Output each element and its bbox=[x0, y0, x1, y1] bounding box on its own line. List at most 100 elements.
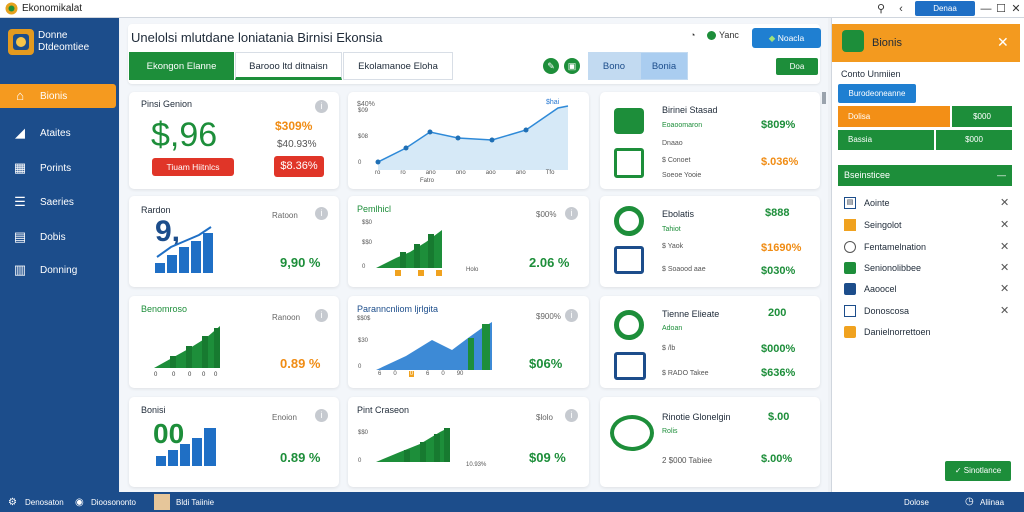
sidebar-item-ataites[interactable]: ◢ Ataites bbox=[0, 121, 116, 145]
info-icon[interactable]: i bbox=[315, 309, 328, 322]
browser-icon[interactable]: ◉ bbox=[75, 497, 84, 508]
y-label: $40% bbox=[357, 101, 375, 108]
noacla-button[interactable]: ◆ Noacla bbox=[752, 28, 821, 48]
sidebar-item-donning[interactable]: ▥ Donning bbox=[13, 262, 78, 277]
card-tag: $900% bbox=[536, 312, 561, 321]
action-button[interactable]: Tiuam Hiitnlcs bbox=[152, 158, 234, 176]
avatar[interactable] bbox=[154, 494, 170, 510]
doa-button[interactable]: Doa bbox=[776, 58, 818, 75]
card-pemlhicl bbox=[348, 196, 589, 287]
ledger-icon bbox=[614, 148, 644, 178]
list-item-aaoocel[interactable]: Aaoocel bbox=[844, 283, 897, 295]
info-icon[interactable]: i bbox=[565, 207, 578, 220]
tray-item[interactable]: Aliinaa bbox=[980, 498, 1005, 507]
link-icon bbox=[844, 241, 856, 253]
card-title: Ebolatis bbox=[662, 209, 695, 219]
svg-text:0: 0 bbox=[362, 264, 366, 270]
close-button[interactable]: ✕ bbox=[1011, 3, 1021, 15]
close-icon[interactable]: ✕ bbox=[1000, 241, 1010, 253]
scrollbar[interactable] bbox=[822, 92, 826, 104]
list-item-danielnorrettoen[interactable]: Danielnorrettoen bbox=[844, 326, 931, 338]
list-item-aointe[interactable]: ▤ Aointe bbox=[844, 197, 890, 209]
tab-bonia[interactable]: Bonia bbox=[640, 52, 688, 80]
kpi-percent: $09 % bbox=[529, 450, 566, 465]
card-title: Tienne Elieate bbox=[662, 309, 720, 319]
green-card-icon bbox=[844, 262, 856, 274]
svg-text:$08: $08 bbox=[358, 134, 369, 140]
kpi-value: 00 bbox=[153, 418, 185, 449]
svg-text:0: 0 bbox=[358, 160, 362, 166]
tab-ekongon[interactable]: Ekongon Elanne bbox=[129, 52, 234, 80]
brand-name: Donne Dtdeomtiee bbox=[38, 30, 90, 53]
start-icon[interactable]: ⚙ bbox=[8, 497, 17, 508]
x-ticks: 6 0 0 6 0 90 bbox=[378, 371, 464, 377]
list-item-fentamelnation[interactable]: Fentamelnation bbox=[844, 241, 926, 253]
card-title: Paranncnliom ljrlgita bbox=[357, 304, 439, 314]
line-chart: $09 $08 0 bbox=[358, 105, 569, 170]
sidebar-item-porints[interactable]: ▦ Porints bbox=[13, 160, 72, 175]
sub-label: Conto Unmiien bbox=[841, 69, 901, 79]
list-item-donoscosa[interactable]: Donoscosa bbox=[844, 305, 909, 317]
edit-icon[interactable]: ✎ bbox=[543, 58, 559, 74]
green-bar-chart: $$0 0 bbox=[358, 428, 450, 464]
card-title: Pemlhicl bbox=[357, 204, 392, 214]
close-icon[interactable]: ✕ bbox=[1000, 197, 1010, 209]
home-icon: ⌂ bbox=[16, 88, 24, 103]
kpi-value: 9, bbox=[155, 215, 181, 248]
info-icon[interactable]: i bbox=[565, 409, 578, 422]
tab-bono[interactable]: Bono bbox=[588, 52, 640, 80]
close-icon[interactable]: ✕ bbox=[997, 34, 1009, 50]
sidebar-item-saeries[interactable]: ☰ Saeries bbox=[0, 190, 116, 214]
info-icon[interactable]: i bbox=[315, 100, 328, 113]
progress-ring-icon bbox=[610, 415, 654, 451]
footer-button[interactable]: ✓ Sinotlance bbox=[945, 461, 1011, 481]
tab-barooo[interactable]: Barooo ltd ditnaisn bbox=[235, 52, 342, 80]
info-icon[interactable]: i bbox=[315, 207, 328, 220]
account-pill[interactable]: Denaa bbox=[915, 1, 975, 16]
maximize-button[interactable]: ☐ bbox=[996, 3, 1006, 15]
tray-item[interactable]: Dolose bbox=[904, 498, 929, 507]
close-icon[interactable]: ✕ bbox=[1000, 219, 1010, 231]
sub-button[interactable]: Burodeoneanne bbox=[838, 84, 916, 103]
cart-icon bbox=[614, 246, 644, 274]
help-icon[interactable]: ◔ bbox=[690, 30, 696, 40]
page-title: Unelolsi mlutdane loniatania Birnisi Eko… bbox=[131, 30, 383, 45]
green-bar-chart: 0 0 0 0 0 bbox=[154, 326, 220, 378]
list-item-seingolot[interactable]: Seingolot bbox=[844, 219, 902, 231]
sidebar-item-dobis[interactable]: ▤ Dobis bbox=[13, 229, 66, 244]
info-icon[interactable]: i bbox=[315, 409, 328, 422]
svg-text:$$0: $$0 bbox=[362, 240, 373, 246]
svg-text:0: 0 bbox=[358, 364, 362, 370]
section-header[interactable]: Bseinsticee — bbox=[838, 165, 1012, 186]
info-icon[interactable]: i bbox=[565, 309, 578, 322]
card-title: Pinsi Genion bbox=[141, 99, 193, 109]
x-label: Holo bbox=[466, 267, 479, 273]
chart-icon: ◢ bbox=[15, 125, 25, 140]
close-icon[interactable]: ✕ bbox=[1000, 262, 1010, 274]
lock-icon[interactable]: ▣ bbox=[564, 58, 580, 74]
x-label: Fatro bbox=[420, 178, 435, 184]
taskbar-item[interactable]: Bldi Taiinie bbox=[176, 498, 215, 507]
area-chart: $30 0 bbox=[358, 322, 492, 370]
badge-icon bbox=[844, 326, 856, 338]
coin-icon bbox=[614, 206, 644, 236]
taskbar-item[interactable]: Dioosononto bbox=[91, 498, 136, 507]
tab-ekolamanoe[interactable]: Ekolamanoe Eloha bbox=[343, 52, 453, 80]
clock-icon[interactable]: ◷ bbox=[965, 496, 974, 507]
search-icon[interactable]: ⚲ bbox=[876, 3, 886, 15]
list-item-senionolibbee[interactable]: Senionolibbee bbox=[844, 262, 921, 274]
taskbar-item[interactable]: Denosaton bbox=[25, 498, 64, 507]
back-icon[interactable]: ‹ bbox=[899, 3, 903, 15]
close-icon[interactable]: ✕ bbox=[1000, 305, 1010, 317]
calc-icon bbox=[844, 219, 856, 231]
list-icon: ☰ bbox=[14, 194, 26, 209]
toggle-control[interactable]: Yanc bbox=[707, 30, 739, 40]
close-icon[interactable]: ✕ bbox=[1000, 283, 1010, 295]
minimize-button[interactable]: — bbox=[980, 3, 992, 15]
doc-icon: ▤ bbox=[13, 229, 27, 244]
x-ticks: ro ro ano ono aoo ano Tfo bbox=[375, 170, 555, 176]
card-title: Rardon bbox=[141, 205, 171, 215]
card-title: Benomroso bbox=[141, 304, 188, 314]
sidebar-item-bionis[interactable]: ⌂ Bionis bbox=[0, 84, 116, 108]
area-bar-chart: $$0 $$0 0 bbox=[362, 220, 442, 276]
